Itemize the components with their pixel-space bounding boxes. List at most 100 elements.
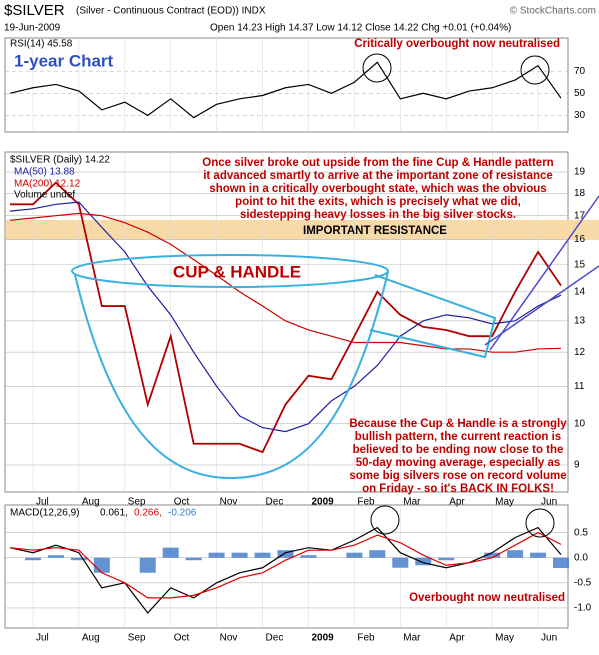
- histogram-bar: [438, 557, 455, 561]
- x-tick-label: Oct: [174, 633, 190, 644]
- x-tick-label: Jun: [541, 497, 557, 508]
- source: © StockCharts.com: [510, 6, 596, 17]
- series-line: [10, 181, 562, 454]
- y-tick-label: 19: [574, 167, 586, 178]
- histogram-bar: [346, 552, 363, 558]
- annotation-line: sidestepping heavy losses in the big sil…: [240, 209, 516, 221]
- highlight-circle: [362, 53, 392, 83]
- rsi-panel: [4, 37, 569, 133]
- annotation-line: some big silvers rose on record volume: [349, 470, 566, 482]
- histogram-bar: [507, 550, 524, 558]
- y-tick-label: 12: [574, 347, 586, 358]
- macd-value: -0.206: [168, 508, 197, 519]
- annotation-line: shown in a critically overbought state, …: [209, 183, 546, 195]
- symbol: $SILVER: [4, 2, 65, 19]
- histogram-bar: [24, 557, 41, 561]
- y-tick-label: 9: [574, 460, 580, 471]
- date: 19-Jun-2009: [4, 23, 61, 34]
- x-tick-label: Apr: [449, 633, 465, 644]
- macd-value: 0.061,: [100, 508, 128, 519]
- x-tick-label: May: [495, 497, 514, 508]
- x-tick-label: Oct: [174, 497, 190, 508]
- annotation: Overbought now neutralised: [409, 592, 565, 604]
- histogram-bar: [484, 552, 501, 558]
- histogram-bar: [47, 555, 64, 558]
- annotation-line: bullish pattern, the current reaction is: [355, 431, 561, 443]
- y-tick-label: 50: [574, 88, 586, 99]
- histogram-bar: [93, 557, 110, 573]
- y-tick-label: 17: [574, 210, 586, 221]
- histogram-bar: [277, 550, 294, 558]
- legend-entry: MA(50) 13.88: [14, 167, 75, 178]
- highlight-circle: [525, 508, 555, 538]
- histogram-bar: [254, 552, 271, 558]
- annotation-line: point to hit the exits, which is precise…: [235, 196, 521, 208]
- x-tick-label: May: [495, 633, 514, 644]
- description: (Silver - Continuous Contract (EOD)) IND…: [76, 6, 266, 17]
- macd-value: 0.266,: [134, 508, 162, 519]
- annotation-line: 50-day moving average, especially as: [356, 457, 561, 469]
- y-tick-label: 16: [574, 234, 586, 245]
- x-tick-label: Nov: [220, 497, 238, 508]
- y-tick-label: 14: [574, 286, 586, 297]
- rsi-title: RSI(14) 45.58: [10, 39, 73, 50]
- x-tick-label: Mar: [403, 633, 421, 644]
- histogram-bar: [208, 552, 225, 558]
- y-tick-label: 70: [574, 66, 586, 77]
- legend-entry: $SILVER (Daily) 14.22: [10, 155, 110, 166]
- x-tick-label: Aug: [82, 633, 100, 644]
- x-tick-label: 2009: [311, 633, 334, 644]
- y-tick-label: 0.5: [574, 527, 588, 538]
- x-tick-label: Dec: [266, 497, 284, 508]
- histogram-bar: [530, 552, 547, 558]
- histogram-bar: [185, 557, 202, 561]
- x-tick-label: Feb: [357, 633, 375, 644]
- x-tick-label: Jul: [36, 497, 49, 508]
- histogram-bar: [300, 555, 317, 558]
- trend-line: [489, 195, 599, 351]
- cup-outline: [74, 271, 389, 480]
- x-tick-label: Dec: [266, 633, 284, 644]
- annotation: Critically overbought now neutralised: [354, 38, 560, 50]
- histogram-bar: [553, 557, 569, 569]
- histogram-bar: [369, 550, 386, 558]
- legend-entry: MA(200) 12.12: [14, 179, 81, 190]
- x-tick-label: Feb: [357, 497, 375, 508]
- y-tick-label: -0.5: [574, 577, 592, 588]
- annotation-line: on Friday - so it's BACK IN FOLKS!: [362, 483, 554, 495]
- annotation-line: it advanced smartly to arrive at the imp…: [203, 170, 553, 182]
- highlight-circle: [520, 55, 550, 85]
- annotation: IMPORTANT RESISTANCE: [303, 225, 447, 237]
- annotation: CUP & HANDLE: [173, 262, 301, 281]
- series-line: [9, 531, 562, 599]
- annotation-line: Once silver broke out upside from the fi…: [202, 157, 553, 169]
- series-line: [9, 61, 562, 119]
- y-tick-label: 15: [574, 259, 586, 270]
- series-line: [9, 212, 562, 353]
- histogram-bar: [392, 557, 409, 568]
- x-tick-label: Jun: [541, 633, 557, 644]
- macd-title: MACD(12,26,9): [10, 508, 79, 519]
- x-tick-label: Aug: [82, 497, 100, 508]
- histogram-bar: [231, 552, 248, 558]
- annotation-line: believed to be ending now close to the: [353, 444, 564, 456]
- x-tick-label: Mar: [403, 497, 421, 508]
- highlight-circle: [370, 505, 400, 535]
- x-tick-label: Nov: [220, 633, 238, 644]
- cup-rim: [71, 254, 389, 288]
- quote: Open 14.23 High 14.37 Low 14.12 Close 14…: [210, 23, 511, 34]
- y-tick-label: 13: [574, 315, 586, 326]
- histogram-bar: [162, 547, 179, 558]
- annotation-line: Because the Cup & Handle is a strongly: [349, 418, 567, 430]
- series-line: [9, 201, 562, 433]
- price-panel: [4, 151, 569, 493]
- y-tick-label: 10: [574, 418, 586, 429]
- histogram-bar: [415, 557, 432, 566]
- x-tick-label: Sep: [128, 633, 146, 644]
- legend-entry: Volume undef: [14, 190, 75, 201]
- histogram-bar: [139, 557, 156, 573]
- x-tick-label: Sep: [128, 497, 146, 508]
- annotation: 1-year Chart: [14, 51, 114, 70]
- y-tick-label: 11: [574, 381, 585, 392]
